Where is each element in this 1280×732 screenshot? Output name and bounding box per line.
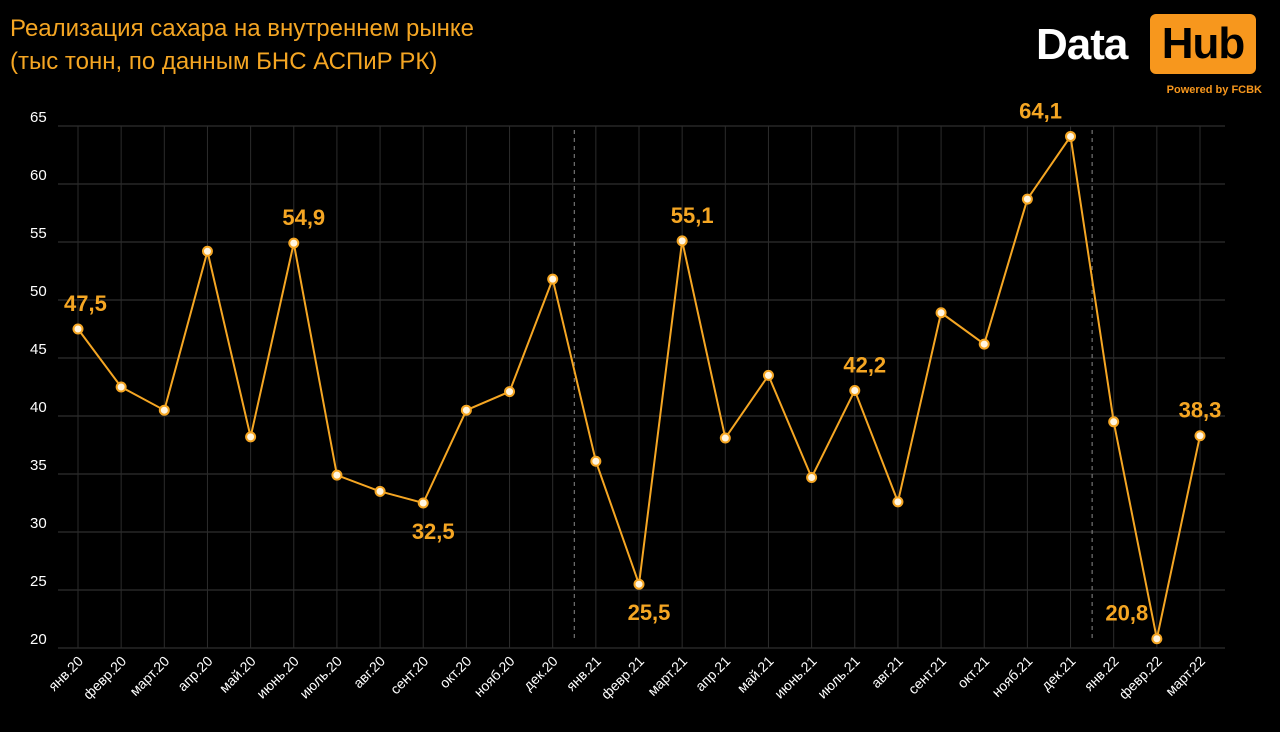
x-tick-label: март.22: [1162, 653, 1208, 699]
x-tick-label: май.21: [734, 653, 777, 696]
data-label: 47,5: [64, 291, 107, 316]
data-point: [1021, 193, 1033, 205]
y-tick-label: 20: [30, 631, 47, 648]
data-point: [1108, 416, 1120, 428]
logo-word-hub: Hub: [1150, 14, 1256, 74]
data-label: 25,5: [628, 600, 671, 625]
x-tick-label: сент.21: [905, 653, 950, 698]
year-separators: [573, 130, 1093, 638]
data-point: [72, 323, 84, 335]
y-tick-label: 45: [30, 341, 47, 358]
x-tick-label: июнь.20: [253, 653, 302, 702]
data-point: [935, 307, 947, 319]
data-point: [158, 404, 170, 416]
x-tick-label: июль.20: [296, 653, 345, 702]
chart-title-line2: (тыс тонн, по данным БНС АСПиР РК): [10, 48, 438, 75]
data-point: [1065, 130, 1077, 142]
data-point: [719, 432, 731, 444]
data-point: [1194, 430, 1206, 442]
data-point: [115, 381, 127, 393]
x-tick-label: окт.20: [436, 653, 475, 692]
data-point: [892, 496, 904, 508]
data-point: [331, 469, 343, 481]
x-tick-label: март.20: [126, 653, 172, 699]
y-axis: 20 25 30 35 40 45 50 55 60 65: [30, 109, 47, 648]
data-label: 42,2: [843, 352, 886, 377]
y-tick-label: 50: [30, 283, 47, 300]
grid-layer: [58, 125, 1225, 649]
datahub-logo: Data Hub Powered by FCBK: [1032, 12, 1262, 102]
x-tick-label: дек.21: [1038, 653, 1079, 694]
data-point: [762, 369, 774, 381]
x-tick-label: февр.21: [598, 653, 648, 703]
logo-word-data: Data: [1036, 20, 1128, 69]
x-tick-label: июнь.21: [771, 653, 820, 702]
x-tick-label: февр.20: [80, 653, 130, 703]
data-labels: 47,5 54,9 32,5 25,5 55,1 42,2 64,1 20,8 38,3: [64, 98, 1221, 625]
x-tick-label: май.20: [216, 653, 259, 696]
data-point: [201, 245, 213, 257]
data-point: [374, 485, 386, 497]
y-tick-label: 35: [30, 457, 47, 474]
x-tick-label: апр.20: [174, 653, 216, 695]
data-label: 54,9: [282, 205, 325, 230]
data-point: [460, 404, 472, 416]
chart-title: Реализация сахара на внутреннем рынке (т…: [10, 12, 474, 78]
data-point: [547, 273, 559, 285]
x-tick-label: дек.20: [520, 653, 561, 694]
y-tick-label: 40: [30, 399, 47, 416]
data-points: [72, 130, 1206, 645]
x-tick-label: нояб.20: [471, 653, 518, 700]
logo-tagline: Powered by FCBK: [1166, 84, 1262, 96]
x-tick-label: нояб.21: [988, 653, 1035, 700]
x-tick-label: авг.20: [350, 653, 388, 691]
x-tick-label: июль.21: [814, 653, 863, 702]
data-point: [1151, 633, 1163, 645]
data-point: [590, 455, 602, 467]
y-tick-label: 55: [30, 225, 47, 242]
data-point: [806, 471, 818, 483]
data-point: [288, 237, 300, 249]
y-tick-label: 30: [30, 515, 47, 532]
x-tick-label: янв.20: [45, 653, 86, 694]
x-tick-label: янв.22: [1081, 653, 1122, 694]
data-label: 38,3: [1179, 398, 1222, 423]
x-tick-label: март.21: [644, 653, 690, 699]
chart-title-line1: Реализация сахара на внутреннем рынке: [10, 15, 474, 42]
data-point: [849, 384, 861, 396]
data-point: [633, 578, 645, 590]
data-label: 20,8: [1105, 601, 1148, 626]
data-point: [504, 386, 516, 398]
data-point: [245, 431, 257, 443]
data-label: 32,5: [412, 519, 455, 544]
x-tick-label: окт.21: [954, 653, 993, 692]
x-tick-label: авг.21: [868, 653, 906, 691]
y-tick-label: 25: [30, 573, 47, 590]
x-tick-label: янв.21: [563, 653, 604, 694]
x-tick-label: февр.22: [1115, 653, 1165, 703]
data-label: 55,1: [671, 203, 714, 228]
x-tick-label: апр.21: [692, 653, 734, 695]
y-tick-label: 60: [30, 167, 47, 184]
data-point: [676, 235, 688, 247]
data-label: 64,1: [1019, 98, 1062, 123]
y-tick-label: 65: [30, 109, 47, 126]
data-point: [978, 338, 990, 350]
x-tick-label: сент.20: [387, 653, 432, 698]
data-point: [417, 497, 429, 509]
